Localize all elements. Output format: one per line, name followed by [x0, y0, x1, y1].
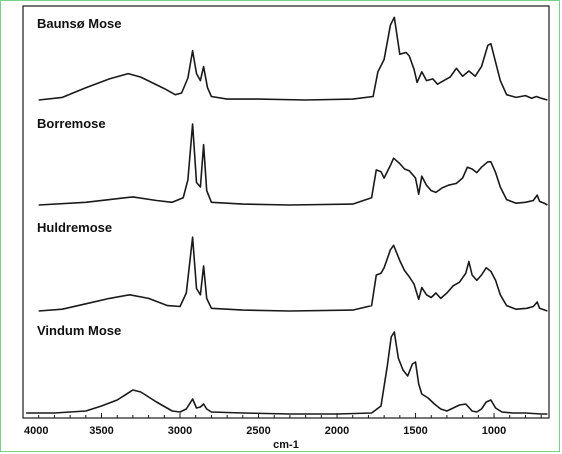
series-line-2 [38, 123, 548, 206]
x-tick-label: 2500 [246, 425, 270, 437]
x-axis-title: cm-1 [273, 439, 299, 451]
x-tick-label: 4000 [24, 425, 48, 437]
series-label-1: Baunsø Mose [37, 16, 122, 31]
series-label-4: Vindum Mose [37, 323, 121, 338]
x-tick-label: 1000 [482, 425, 506, 437]
series-line-1 [38, 16, 548, 101]
series-label-2: Borremose [37, 116, 106, 131]
plot-area [22, 5, 550, 419]
x-tick-label: 1500 [403, 425, 427, 437]
series-line-3 [38, 236, 548, 312]
series-label-3: Huldremose [37, 220, 112, 235]
x-tick-label: 3500 [89, 425, 113, 437]
x-tick-label: 3000 [168, 425, 192, 437]
series-line-4 [26, 331, 548, 415]
x-tick-label: 2000 [325, 425, 349, 437]
